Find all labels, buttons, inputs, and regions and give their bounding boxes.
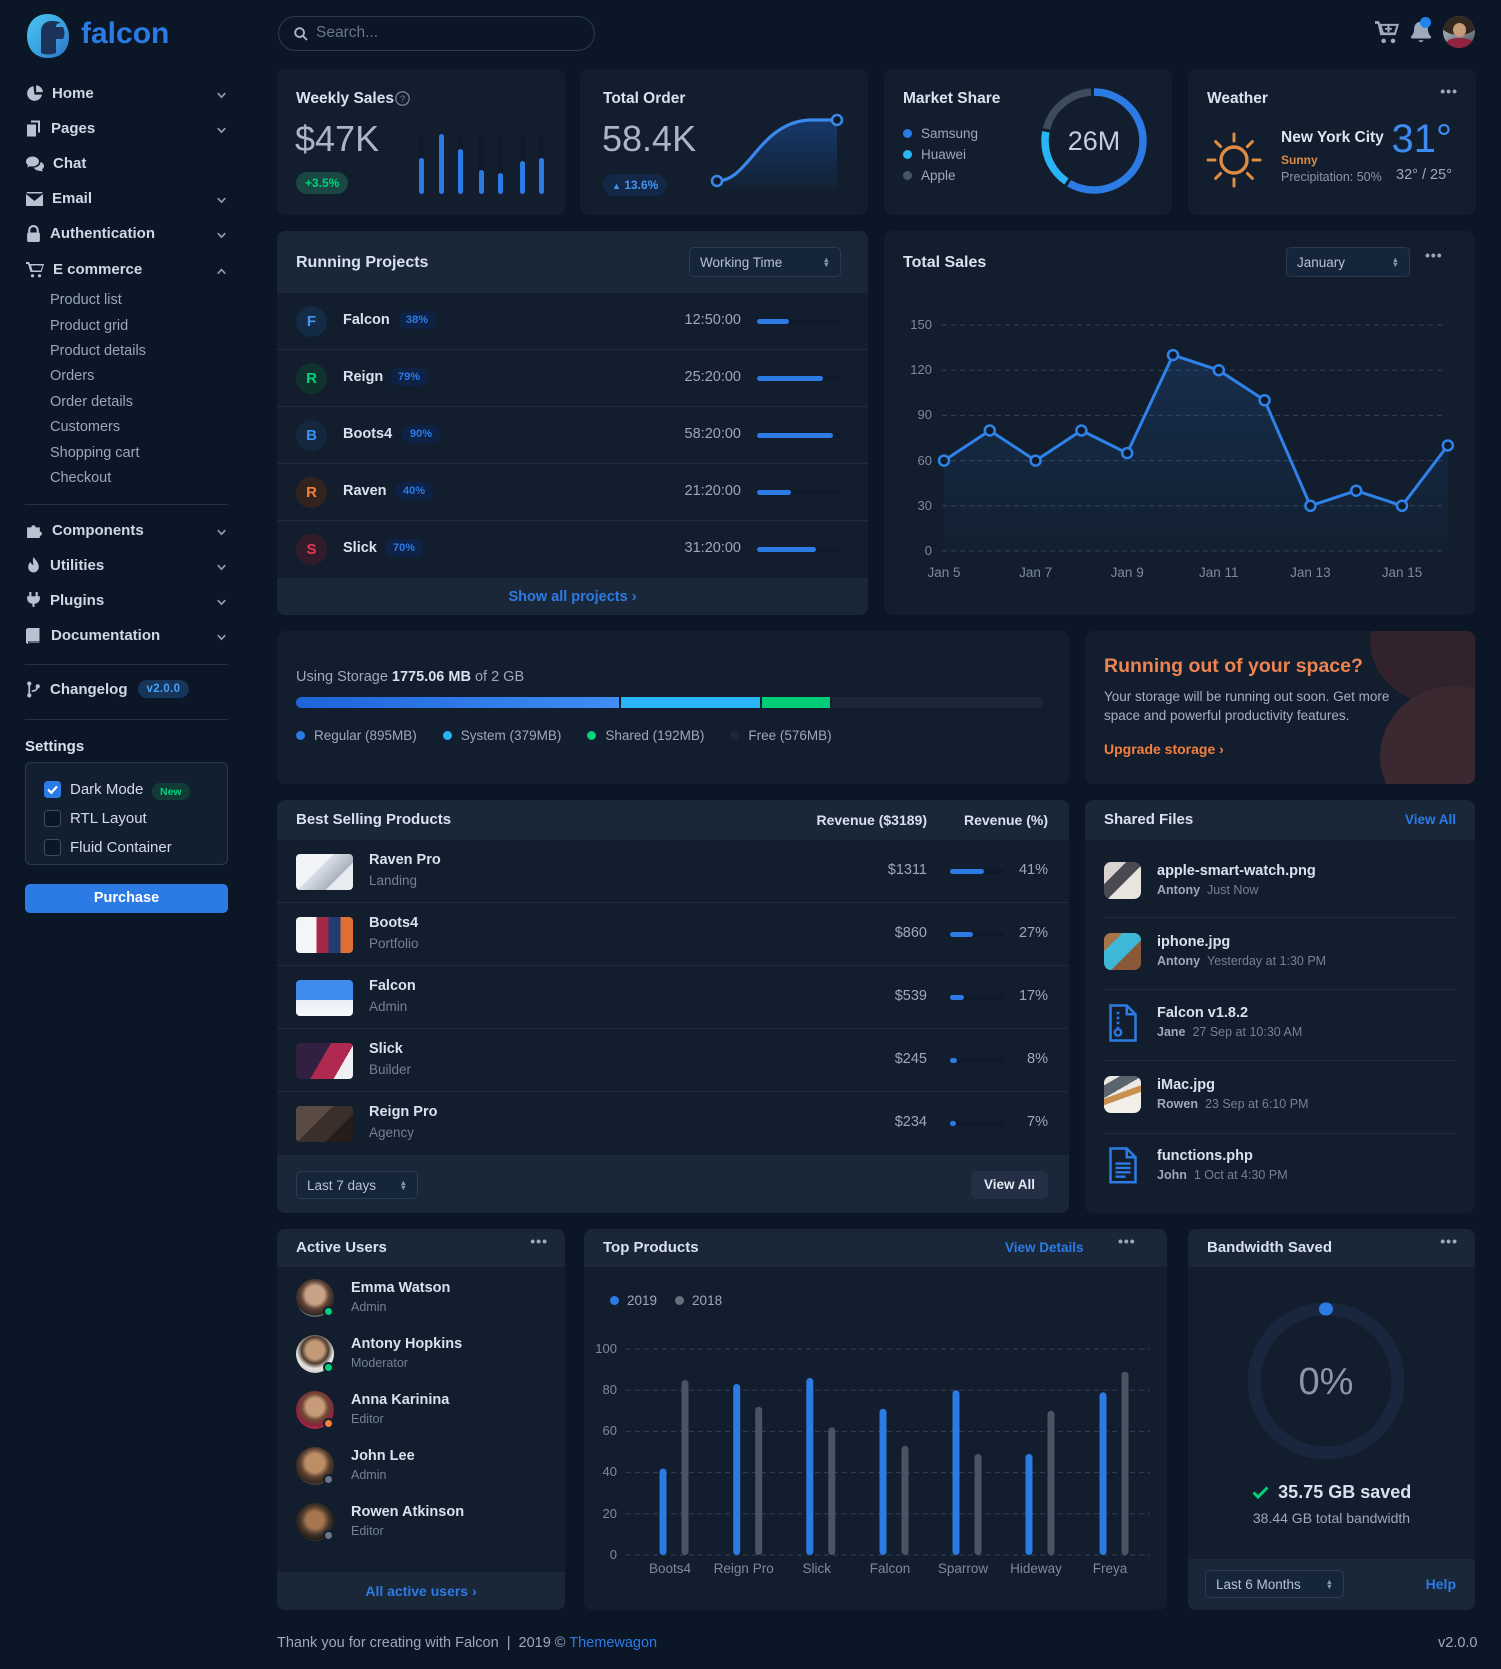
svg-text:Freya: Freya [1093, 1561, 1128, 1576]
svg-text:150: 150 [910, 317, 932, 332]
svg-text:26M: 26M [1068, 126, 1121, 156]
svg-text:30: 30 [918, 498, 932, 513]
svg-text:Hideway: Hideway [1010, 1561, 1062, 1576]
svg-text:Jan 11: Jan 11 [1199, 565, 1239, 580]
svg-text:0: 0 [925, 543, 932, 558]
svg-text:Falcon: Falcon [870, 1561, 911, 1576]
svg-text:Boots4: Boots4 [649, 1561, 692, 1576]
svg-text:120: 120 [910, 362, 932, 377]
svg-text:?: ? [400, 94, 405, 105]
svg-text:Jan 13: Jan 13 [1290, 565, 1331, 580]
svg-text:90: 90 [918, 407, 932, 422]
svg-text:Reign Pro: Reign Pro [714, 1561, 774, 1576]
svg-text:Jan 5: Jan 5 [927, 565, 960, 580]
svg-text:Jan 9: Jan 9 [1111, 565, 1144, 580]
svg-text:60: 60 [918, 453, 932, 468]
svg-text:0%: 0% [1299, 1361, 1354, 1403]
svg-text:0: 0 [610, 1547, 617, 1562]
svg-text:Jan 15: Jan 15 [1382, 565, 1423, 580]
svg-text:80: 80 [603, 1382, 617, 1397]
svg-text:20: 20 [603, 1506, 617, 1521]
svg-text:40: 40 [603, 1464, 617, 1479]
svg-text:Slick: Slick [803, 1561, 832, 1576]
svg-text:60: 60 [603, 1423, 617, 1438]
svg-text:100: 100 [595, 1341, 617, 1356]
svg-text:Sparrow: Sparrow [938, 1561, 989, 1576]
svg-text:Jan 7: Jan 7 [1019, 565, 1052, 580]
